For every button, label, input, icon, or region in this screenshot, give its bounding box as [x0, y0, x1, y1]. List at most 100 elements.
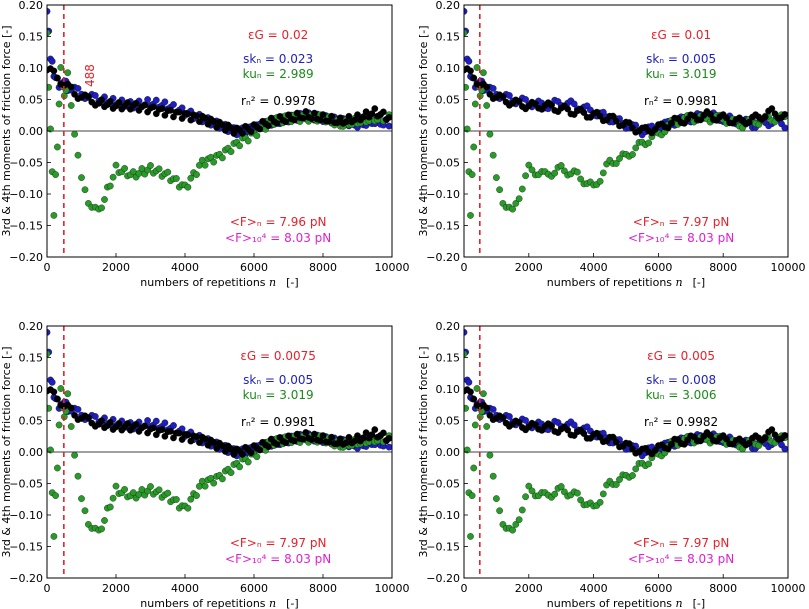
- skewness-annotation: skₙ = 0.008: [646, 373, 716, 387]
- data-point: [81, 507, 89, 515]
- data-point: [465, 57, 473, 65]
- y-tick-label: 0.05: [19, 94, 44, 107]
- x-tick-label: 8000: [709, 582, 737, 595]
- data-point: [345, 112, 353, 120]
- data-point: [193, 492, 200, 499]
- data-point: [577, 496, 584, 504]
- r2-annotation: rₙ² = 0.9982: [644, 415, 718, 429]
- data-point: [612, 160, 620, 167]
- data-point: [385, 122, 392, 130]
- kurtosis-annotation: kuₙ = 2.989: [243, 67, 314, 81]
- x-tick-label: 4000: [171, 582, 199, 595]
- data-point: [67, 83, 75, 91]
- data-point: [512, 521, 520, 528]
- data-point: [651, 126, 659, 133]
- series-3: [464, 386, 788, 458]
- y-tick-label: −0.05: [9, 157, 43, 170]
- y-tick-label: −0.20: [9, 572, 43, 585]
- data-point: [132, 420, 140, 428]
- data-point: [467, 67, 474, 75]
- data-point: [483, 404, 491, 412]
- data-point: [512, 200, 520, 207]
- data-point: [256, 125, 264, 133]
- data-point: [253, 132, 261, 140]
- x-axis-label: numbers of repetitions n [-]: [547, 276, 705, 289]
- data-point: [201, 114, 209, 122]
- y-tick-label: 0.00: [436, 446, 461, 459]
- epsilon-annotation: εG = 0.0075: [240, 349, 315, 363]
- r2-annotation: rₙ² = 0.9981: [644, 94, 718, 108]
- data-point: [464, 83, 469, 91]
- data-point: [106, 182, 114, 190]
- data-point: [193, 433, 200, 441]
- x-tick-label: 0: [44, 582, 51, 595]
- data-point: [522, 417, 529, 424]
- data-point: [64, 390, 72, 398]
- data-point: [265, 443, 272, 451]
- y-tick-label: −0.05: [426, 157, 460, 170]
- mean-force-10k-annotation: <F>₁₀⁴ = 8.03 pN: [225, 552, 331, 566]
- data-point: [489, 151, 497, 159]
- data-point: [132, 99, 140, 107]
- x-tick-label: 0: [461, 582, 468, 595]
- data-point: [50, 212, 58, 219]
- data-point: [557, 162, 565, 169]
- chart-panel-3: 0.20 0.15 0.10 0.05 0.00 −0.05 −0.10 −0.15 −0.20…: [0, 320, 410, 609]
- data-point: [184, 504, 192, 512]
- data-point: [175, 429, 183, 437]
- data-point: [78, 174, 85, 181]
- data-point: [723, 435, 730, 443]
- x-tick-label: 8000: [309, 582, 337, 595]
- data-point: [236, 463, 243, 471]
- data-point: [48, 57, 56, 65]
- data-point: [368, 110, 376, 118]
- data-point: [55, 421, 63, 429]
- data-point: [612, 438, 620, 446]
- data-point: [723, 114, 730, 122]
- data-point: [210, 118, 218, 125]
- y-tick-label: 0.10: [19, 62, 44, 75]
- x-tick-label: 6000: [644, 261, 672, 274]
- data-point: [109, 173, 117, 181]
- data-point: [144, 96, 151, 103]
- y-tick-label: −0.10: [9, 188, 43, 201]
- y-tick-label: −0.20: [9, 251, 43, 264]
- data-point: [71, 451, 78, 459]
- data-point: [311, 430, 318, 438]
- data-point: [465, 378, 473, 386]
- data-point: [178, 115, 186, 122]
- data-point: [210, 479, 218, 487]
- chart-panel-1: 488 0.20 0.15 0.10 0.05 0.00 −0.05 −0.10 −0.15 −0…: [0, 0, 410, 289]
- data-point: [371, 426, 379, 433]
- data-point: [299, 114, 307, 122]
- data-point: [141, 101, 149, 109]
- data-point: [616, 155, 623, 162]
- data-point: [574, 489, 581, 497]
- data-point: [518, 185, 526, 193]
- data-point: [354, 111, 361, 119]
- data-point: [256, 446, 264, 454]
- data-point: [768, 105, 776, 112]
- data-point: [54, 143, 61, 151]
- data-point: [385, 114, 392, 121]
- data-point: [470, 464, 478, 472]
- data-point: [528, 487, 536, 495]
- mean-force-10k-annotation: <F>₁₀⁴ = 8.03 pN: [225, 231, 331, 245]
- data-point: [121, 165, 128, 172]
- data-point: [467, 388, 474, 396]
- data-point: [548, 422, 555, 430]
- data-point: [219, 154, 226, 162]
- data-point: [515, 195, 523, 203]
- data-point: [697, 116, 704, 124]
- y-tick-label: −0.20: [426, 251, 460, 264]
- data-point: [71, 130, 78, 138]
- data-point: [645, 460, 653, 468]
- data-point: [239, 130, 246, 137]
- data-point: [522, 493, 529, 501]
- x-tick-label: 10000: [771, 261, 806, 274]
- data-point: [167, 106, 174, 114]
- data-point: [74, 406, 82, 413]
- data-point: [147, 162, 154, 169]
- series-3: [464, 65, 788, 137]
